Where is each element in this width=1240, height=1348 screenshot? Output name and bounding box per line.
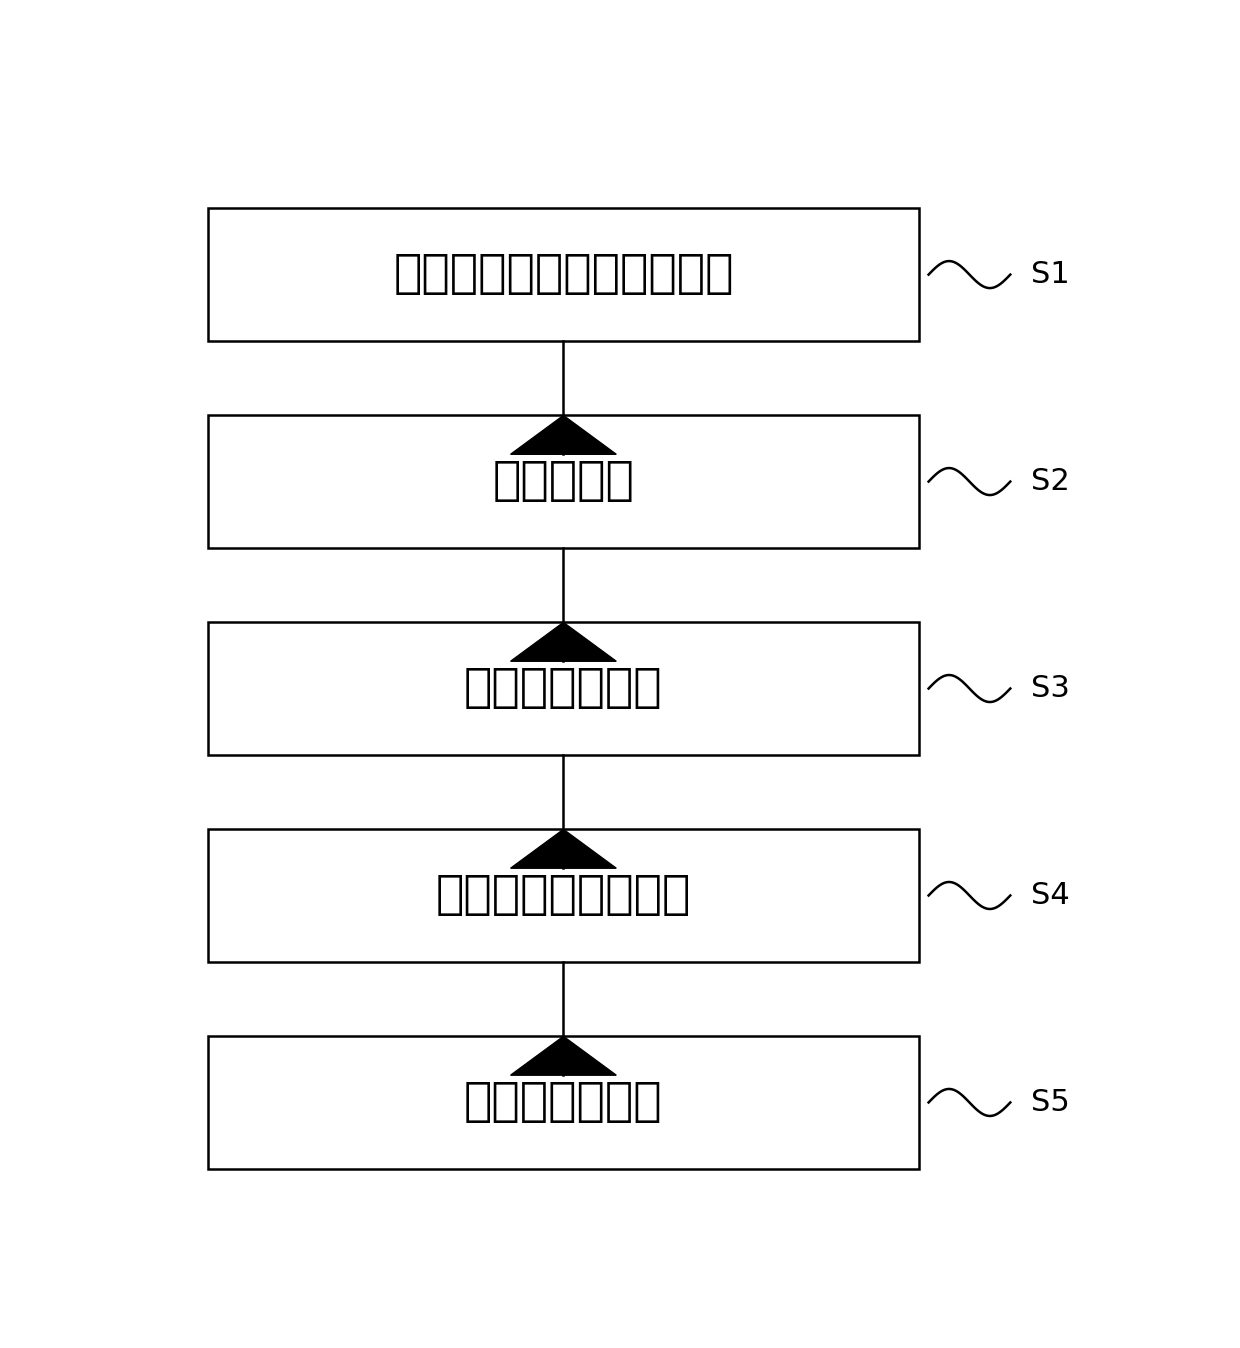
Text: 样品前处理: 样品前处理	[492, 460, 635, 504]
Polygon shape	[511, 623, 616, 662]
Text: S3: S3	[1032, 674, 1070, 704]
Polygon shape	[511, 829, 616, 868]
Text: 定性与定量分析: 定性与定量分析	[464, 1080, 662, 1126]
Bar	[208, 209, 919, 341]
Text: 检测波长的选择: 检测波长的选择	[464, 666, 662, 710]
Bar	[208, 1037, 919, 1169]
Text: S5: S5	[1032, 1088, 1070, 1117]
Text: 标准溶液与衍生试剂的配制: 标准溶液与衍生试剂的配制	[393, 252, 734, 297]
Bar	[208, 415, 919, 547]
Text: S4: S4	[1032, 882, 1070, 910]
Bar	[208, 829, 919, 961]
Text: 上机检测与在线衍生: 上机检测与在线衍生	[435, 874, 691, 918]
Bar	[208, 623, 919, 755]
Polygon shape	[511, 415, 616, 454]
Text: S1: S1	[1032, 260, 1070, 288]
Text: S2: S2	[1032, 466, 1070, 496]
Polygon shape	[511, 1037, 616, 1076]
